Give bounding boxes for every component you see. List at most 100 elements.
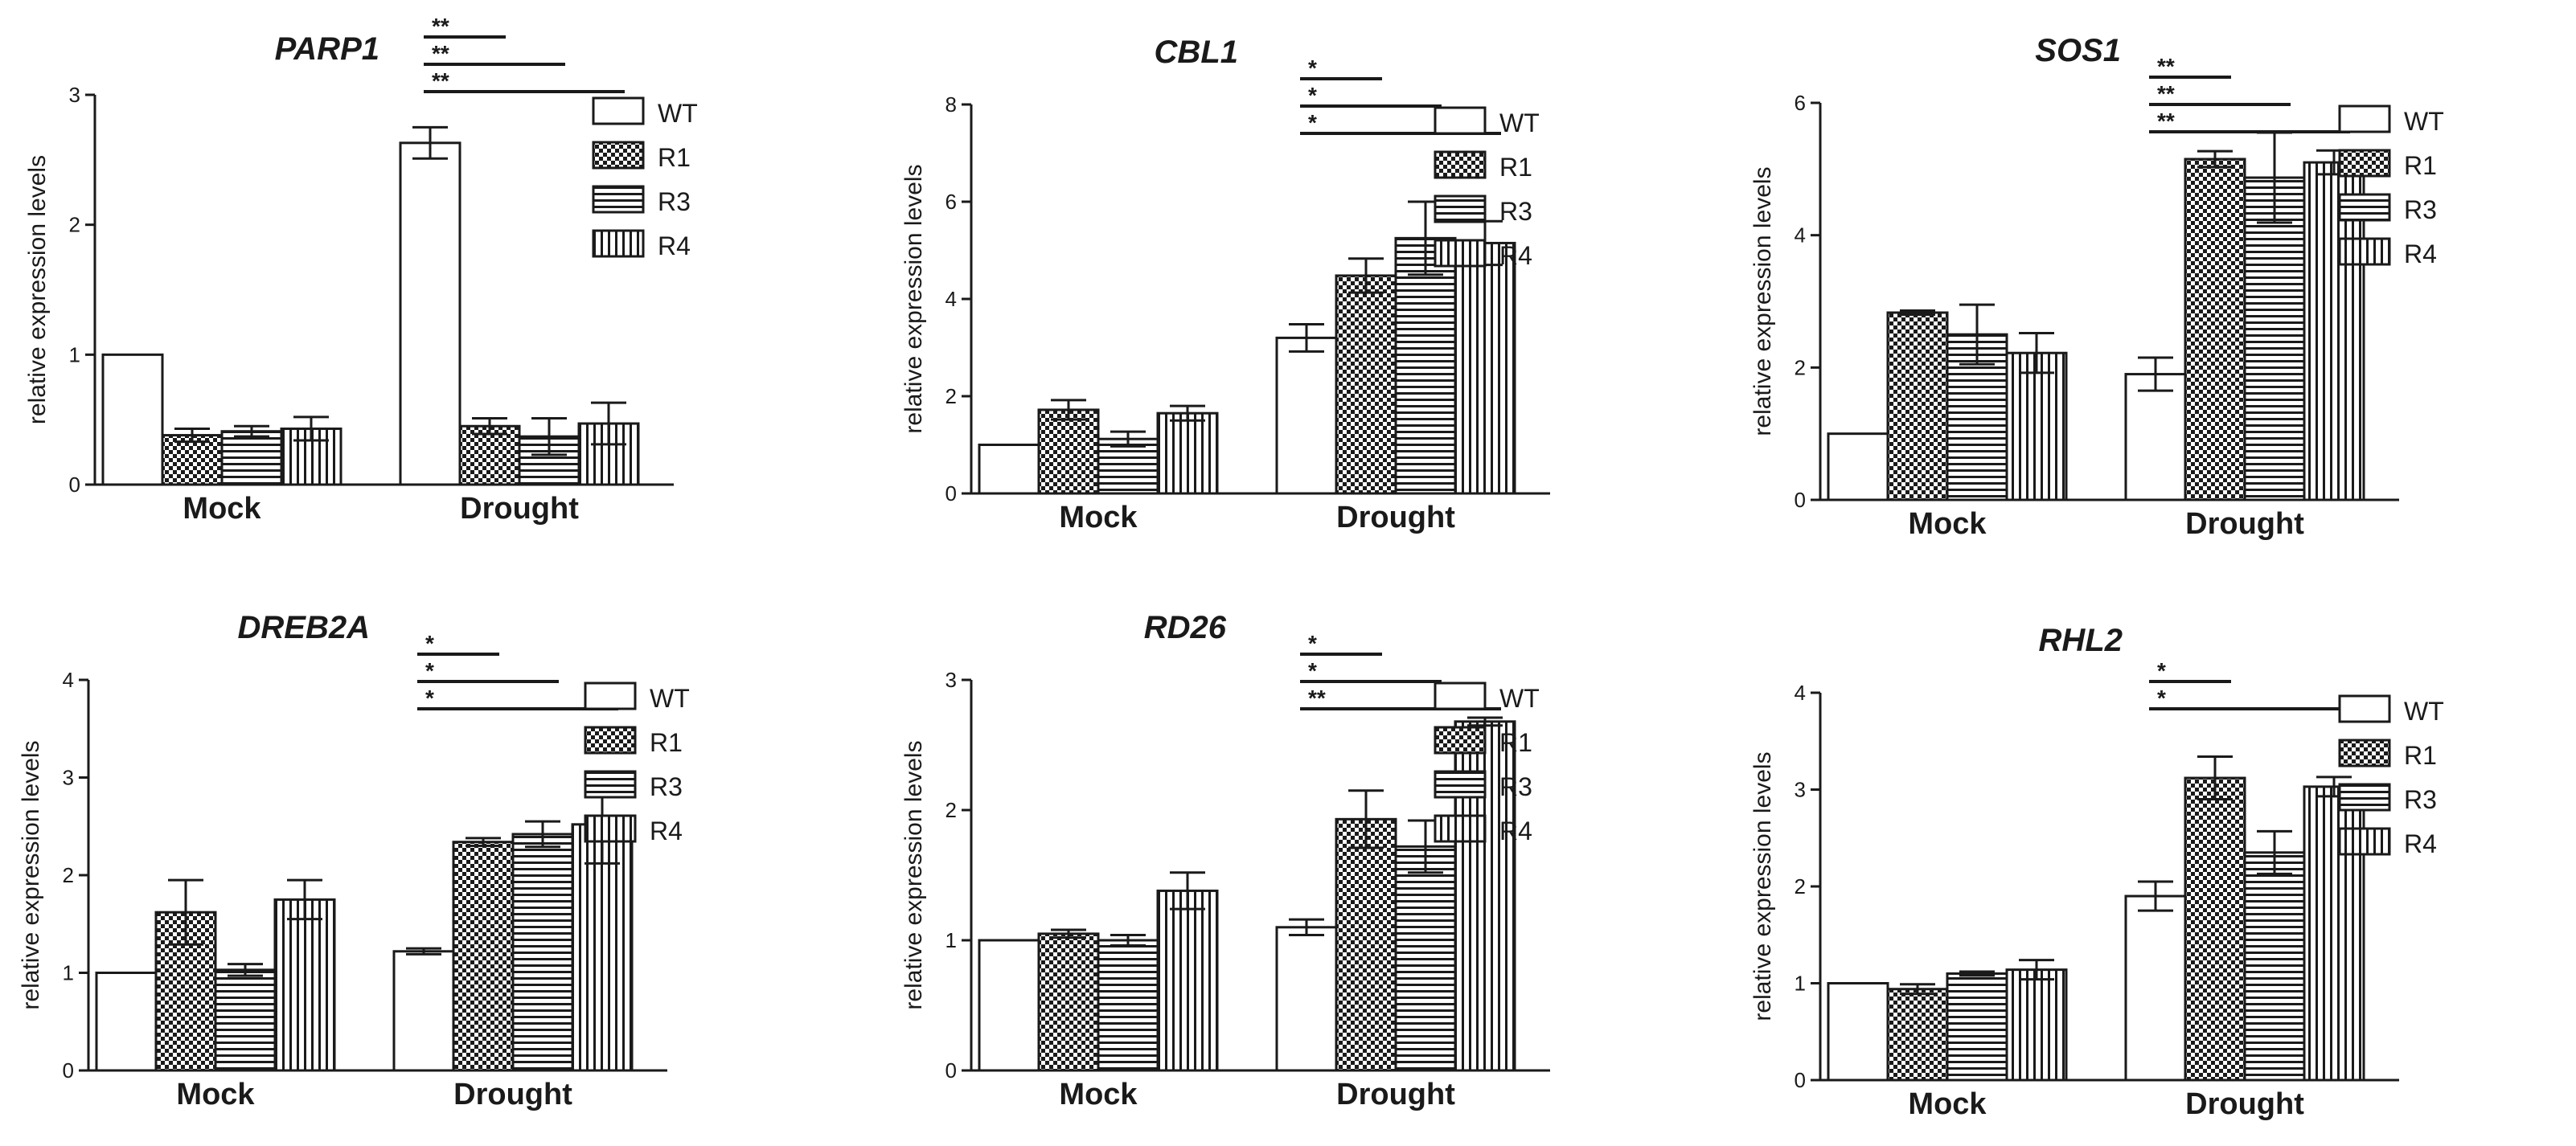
chart-title: DREB2A [238,610,370,645]
chart-title: CBL1 [1155,35,1238,70]
legend-swatch-r1 [1434,726,1487,755]
bar-r3-drought [1394,845,1457,1072]
legend-label-r1: R1 [1499,153,1532,182]
y-tick-label: 3 [1795,778,1806,802]
bar-r3-mock [214,968,277,1072]
y-tick-label: 0 [1795,488,1806,512]
x-category-label: Mock [1059,501,1138,534]
bar-wt-drought [2124,373,2187,501]
legend-swatch-r3 [2338,783,2391,812]
y-tick-label: 0 [63,1058,74,1083]
y-tick-label: 2 [1795,355,1806,379]
legend-label-r3: R3 [658,187,691,216]
bar-r1-drought [2184,158,2246,501]
legend-label-r1: R1 [2404,741,2437,770]
bar-r4-mock [1156,889,1219,1072]
x-category-label: Drought [460,492,579,526]
chart-title: SOS1 [2035,33,2121,68]
legend-swatch-r1 [592,141,645,170]
legend-label-r4: R4 [2404,239,2437,268]
bar-r3-mock [1097,939,1159,1072]
legend-label-r4: R4 [1499,817,1532,845]
bar-wt-mock [1827,432,1889,501]
bar-r4-mock [273,898,336,1072]
legend-label-wt: WT [1499,684,1540,713]
bar-r4-drought [571,823,634,1072]
y-tick-label: 4 [1795,681,1806,705]
x-category-label: Mock [1059,1078,1138,1111]
significance-label: ** [1308,686,1326,710]
y-tick-label: 2 [69,213,80,237]
y-tick-label: 0 [69,473,80,497]
significance-label: * [2157,686,2166,710]
legend-swatch-r4 [1434,814,1487,843]
bar-r1-mock [1886,988,1949,1082]
y-tick-label: 6 [1795,91,1806,115]
y-tick-label: 8 [945,92,957,117]
bar-r3-drought [2243,176,2306,501]
legend-label-r1: R1 [2404,151,2437,180]
bar-wt-drought [399,141,461,486]
y-tick-label: 6 [945,190,957,214]
y-tick-label: 3 [945,668,957,692]
legend-label-r1: R1 [658,143,691,172]
y-tick-label: 2 [63,863,74,887]
legend-label-r3: R3 [1499,772,1532,801]
x-category-label: Drought [1336,501,1455,534]
legend-label-r4: R4 [650,817,683,845]
bar-r1-mock [1886,311,1949,501]
x-category-label: Drought [453,1078,572,1111]
legend-swatch-r3 [2338,193,2391,222]
legend-swatch-r4 [592,229,645,258]
legend-swatch-r4 [2338,237,2391,266]
y-tick-label: 2 [1795,874,1806,898]
panel-parp1: 0 1 2 3 relative expression levels PARP1 Mock D… [24,14,698,526]
panel-dreb2a: 0 1 2 3 4 relative expression levels DREB2A Moc… [18,610,690,1111]
significance-label: ** [432,14,449,39]
legend-label-r4: R4 [1499,241,1532,270]
x-category-label: Mock [1908,507,1987,541]
x-category-label: Drought [2185,1087,2304,1121]
bar-r3-drought [2243,851,2306,1082]
panel-cbl1: 0 2 4 6 8 relative expression levels CBL1 Mock D… [900,35,1550,534]
legend-label-r4: R4 [2404,829,2437,858]
legend-swatch-r1 [1434,150,1487,179]
bar-wt-mock [101,353,164,486]
y-tick-label: 4 [1795,223,1806,248]
legend-label-r1: R1 [650,728,683,757]
y-tick-label: 1 [69,342,80,366]
y-tick-label: 2 [945,798,957,822]
significance-label: * [425,686,434,710]
legend-swatch-r4 [2338,827,2391,856]
bar-r4-mock [2005,351,2068,501]
y-axis-label: relative expression levels [18,740,44,1009]
legend-swatch-wt [584,681,637,710]
legend-label-r3: R3 [2404,785,2437,814]
y-tick-label: 4 [63,668,74,692]
y-tick-label: 3 [69,83,80,107]
legend-swatch-r1 [2338,149,2391,178]
significance-label: * [1308,658,1317,683]
significance-label: * [1308,83,1317,108]
legend-swatch-r3 [1434,194,1487,223]
legend-label-wt: WT [650,684,690,713]
y-tick-label: 2 [945,384,957,408]
legend-label-r4: R4 [658,231,691,260]
bar-r1-drought [2184,776,2246,1082]
bar-wt-mock [978,939,1040,1072]
x-category-label: Drought [2185,507,2304,541]
x-category-label: Mock [1908,1087,1987,1121]
y-tick-label: 1 [1795,972,1806,996]
y-tick-label: 4 [945,287,957,311]
bar-wt-drought [2124,894,2187,1082]
legend-swatch-r3 [584,770,637,799]
legend-label-r3: R3 [1499,197,1532,226]
bar-r4-mock [1156,411,1219,495]
significance-label: ** [2157,54,2175,79]
y-axis-label: relative expression levels [900,164,927,433]
significance-label: * [2157,658,2166,683]
bar-wt-mock [95,972,158,1072]
legend-label-wt: WT [2404,697,2444,726]
y-tick-label: 1 [945,928,957,952]
legend-swatch-r4 [584,814,637,843]
